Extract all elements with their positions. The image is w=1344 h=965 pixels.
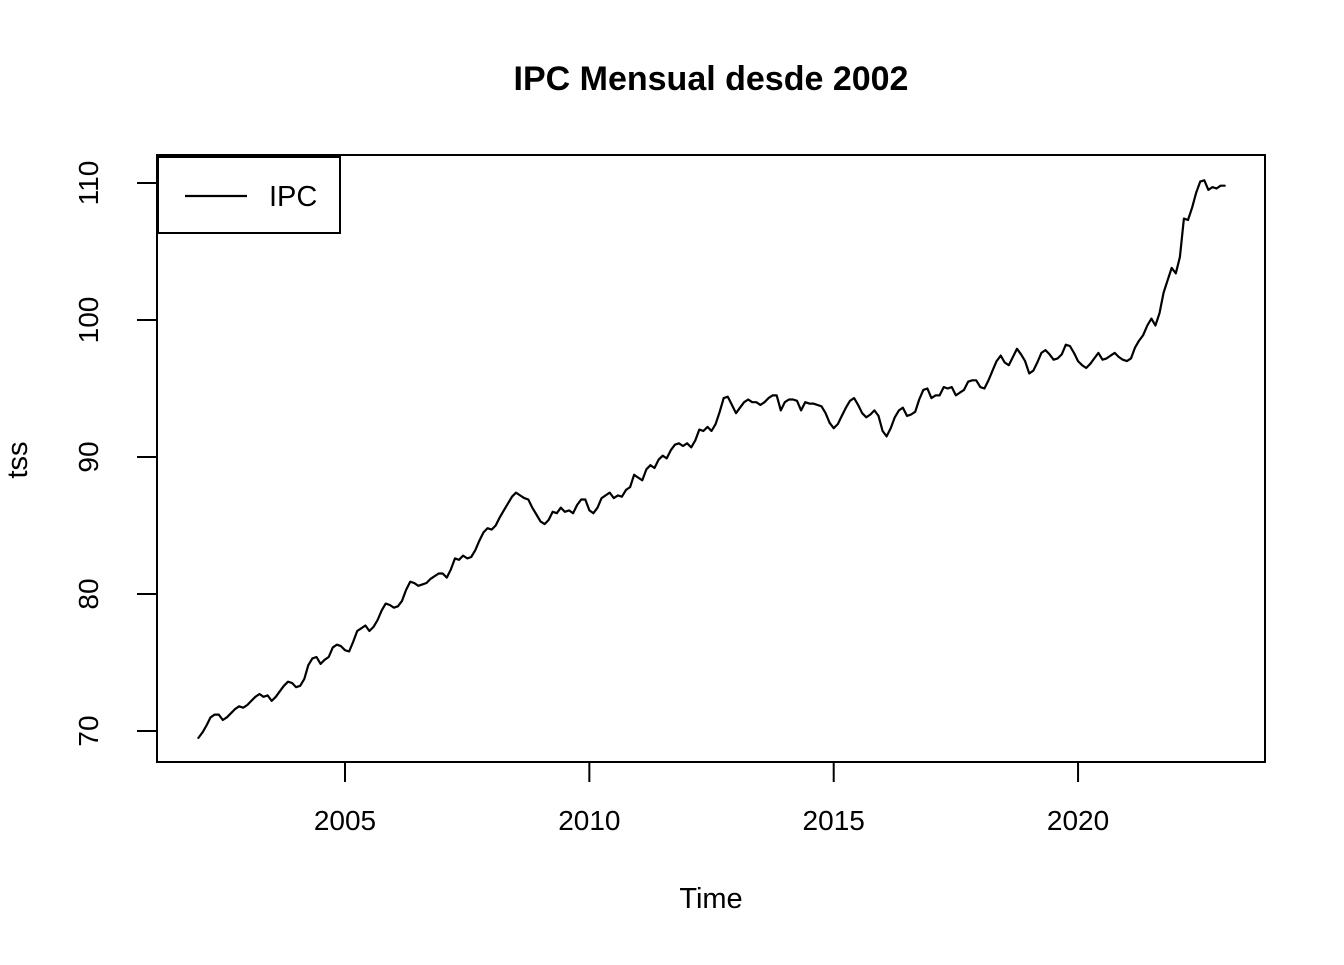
- x-tick-label: 2005: [314, 805, 376, 836]
- x-tick-label: 2020: [1047, 805, 1109, 836]
- legend: IPC: [157, 156, 341, 234]
- x-axis: 2005 2010 2015 2020: [314, 762, 1109, 836]
- y-axis-title: tss: [2, 441, 34, 478]
- y-axis: 70 80 90 100 110: [73, 161, 157, 747]
- y-tick-label: 80: [73, 578, 104, 609]
- y-tick-label: 100: [73, 297, 104, 344]
- y-tick-label: 110: [73, 161, 104, 206]
- y-tick-label: 90: [73, 441, 104, 472]
- x-tick-label: 2010: [558, 805, 620, 836]
- y-tick-label: 70: [73, 715, 104, 746]
- ipc-series-line: [197, 179, 1226, 740]
- legend-entry-label: IPC: [269, 181, 317, 213]
- x-axis-title: Time: [679, 883, 742, 915]
- plot-border: [156, 154, 1266, 763]
- chart-title: IPC Mensual desde 2002: [514, 60, 909, 98]
- x-tick-label: 2015: [803, 805, 865, 836]
